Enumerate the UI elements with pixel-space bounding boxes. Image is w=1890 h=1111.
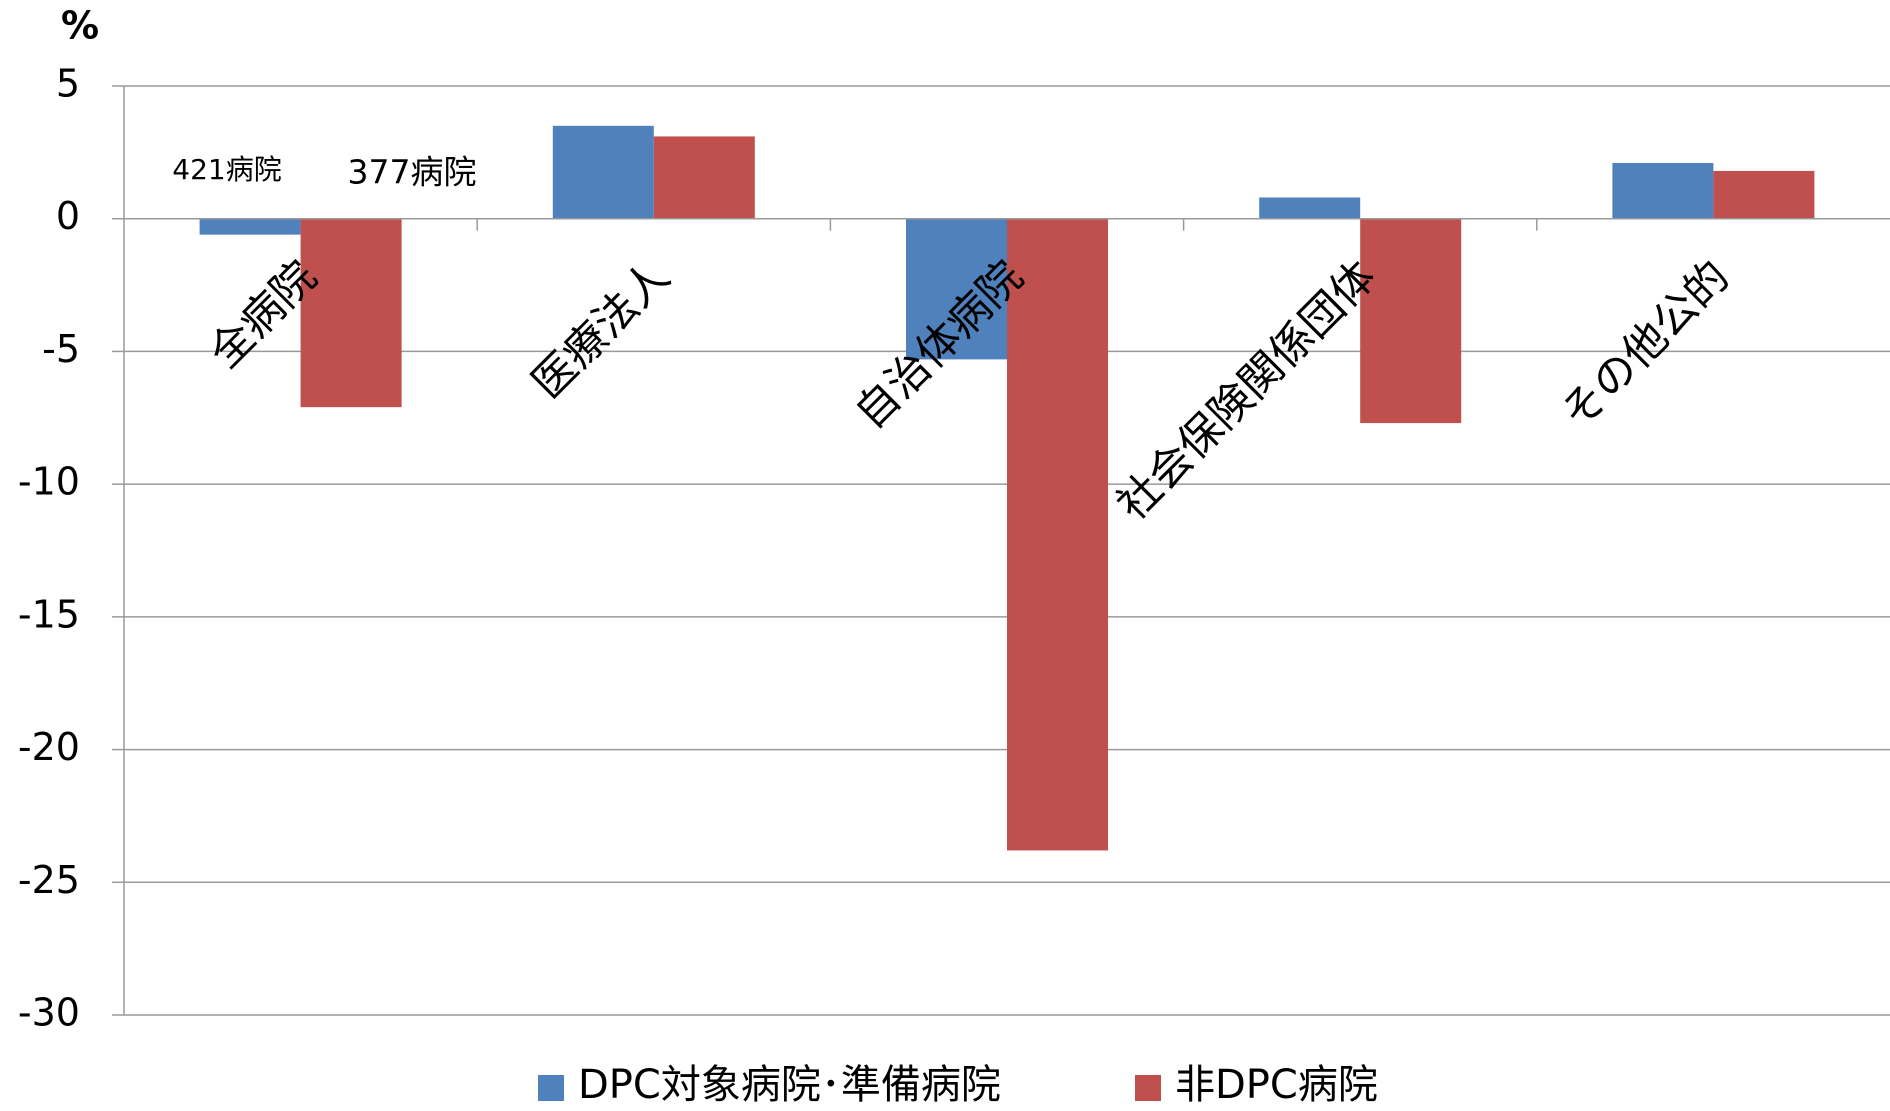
bar bbox=[199, 218, 301, 235]
y-axis-label: % bbox=[61, 4, 99, 48]
y-tick-label: -25 bbox=[18, 858, 80, 902]
y-tick-label: -30 bbox=[18, 991, 80, 1035]
y-tick-label: -20 bbox=[18, 725, 80, 769]
annotation: 421病院 bbox=[172, 153, 281, 186]
bar bbox=[300, 218, 402, 408]
bar bbox=[1259, 197, 1361, 219]
bar bbox=[552, 125, 654, 219]
bar bbox=[1007, 218, 1108, 851]
legend-label: DPC対象病院･準備病院 bbox=[578, 1062, 1001, 1108]
bar bbox=[653, 136, 755, 219]
bar bbox=[1612, 162, 1714, 219]
bar bbox=[1360, 218, 1462, 424]
annotation: 377病院 bbox=[348, 153, 477, 192]
bar bbox=[1713, 170, 1815, 219]
bar bbox=[906, 218, 1007, 360]
y-tick-label: -5 bbox=[42, 327, 80, 371]
x-tick-label: 社会保険関係団体 bbox=[1108, 252, 1387, 531]
y-tick-label: 5 bbox=[56, 62, 80, 106]
legend-swatch bbox=[538, 1075, 564, 1101]
y-tick-label: -10 bbox=[18, 460, 80, 504]
legend-label: 非DPC病院 bbox=[1175, 1062, 1378, 1108]
legend-swatch bbox=[1135, 1075, 1161, 1101]
y-tick-label: 0 bbox=[56, 194, 80, 238]
x-tick-label: その他公的 bbox=[1552, 252, 1739, 439]
y-tick-label: -15 bbox=[18, 592, 80, 636]
x-tick-label: 医療法人 bbox=[523, 252, 680, 409]
